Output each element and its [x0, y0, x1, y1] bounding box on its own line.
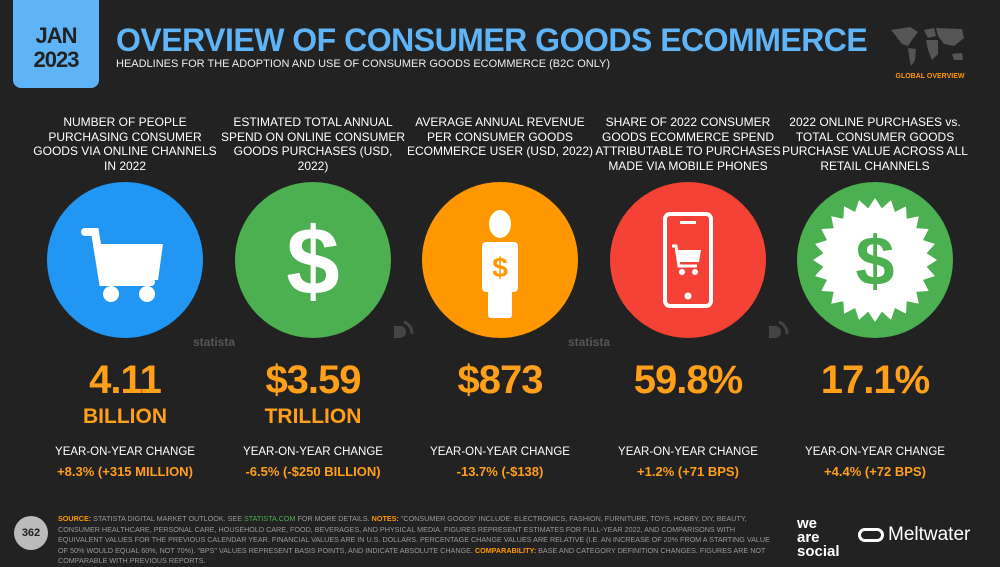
mobile-cart-icon: [663, 212, 713, 308]
date-badge: JAN 2023: [13, 0, 99, 88]
svg-text:$: $: [492, 252, 508, 283]
yoy-change: -13.7% (-$138): [456, 464, 544, 479]
dollar-icon: $: [286, 208, 339, 315]
datareportal-icon: [769, 320, 789, 338]
yoy-change: +8.3% (+315 MILLION): [57, 464, 193, 479]
yoy-change: +4.4% (+72 BPS): [824, 464, 926, 479]
date-year: 2023: [33, 47, 80, 72]
page-title: OVERVIEW OF CONSUMER GOODS ECOMMERCE: [116, 22, 868, 58]
stat-unit: BILLION: [83, 405, 167, 428]
we-are-social-logo: we are social: [797, 515, 840, 560]
yoy-label: YEAR-ON-YEAR CHANGE: [618, 446, 758, 458]
meltwater-icon: [858, 527, 884, 542]
source-tail: FOR MORE DETAILS.: [297, 514, 370, 523]
person-dollar-icon: $: [482, 210, 518, 318]
stat-label: NUMBER OF PEOPLE PURCHASING CONSUMER GOO…: [33, 115, 217, 173]
svg-text:$: $: [286, 208, 339, 315]
yoy-label: YEAR-ON-YEAR CHANGE: [430, 446, 570, 458]
page-subtitle: HEADLINES FOR THE ADOPTION AND USE OF CO…: [116, 58, 611, 70]
stat-value: 4.11: [89, 358, 162, 402]
page-number: 362: [14, 516, 48, 550]
stat-label: 2022 ONLINE PURCHASES vs. TOTAL CONSUMER…: [782, 115, 968, 173]
stat-circle: [610, 182, 766, 338]
yoy-label: YEAR-ON-YEAR CHANGE: [55, 446, 195, 458]
notes-label: NOTES:: [371, 514, 399, 523]
yoy-change: +1.2% (+71 BPS): [637, 464, 739, 479]
stat-label: ESTIMATED TOTAL ANNUAL SPEND ON ONLINE C…: [220, 115, 406, 173]
comparability-text: BASE AND CATEGORY DEFINITION CHANGES. FI…: [58, 545, 766, 566]
stat-circle: $: [797, 182, 953, 338]
stat-circle: [47, 182, 203, 338]
stat-value: 17.1%: [820, 358, 930, 402]
dollar-badge-icon: $: [813, 198, 937, 322]
date-month: JAN: [35, 23, 77, 48]
meltwater-name: Meltwater: [888, 524, 971, 545]
stat-circle: $: [235, 182, 391, 338]
shopping-cart-icon: [81, 228, 163, 302]
stat-label: SHARE OF 2022 CONSUMER GOODS ECOMMERCE S…: [595, 115, 781, 173]
stat-value: 59.8%: [633, 358, 743, 402]
statista-watermark: statista: [568, 335, 611, 349]
stat-unit: TRILLION: [264, 405, 362, 428]
notes-text: "CONSUMER GOODS" INCLUDE: ELECTRONICS, F…: [58, 514, 770, 555]
footer-notes: SOURCE: STATISTA DIGITAL MARKET OUTLOOK.…: [58, 514, 778, 567]
world-map-icon: [891, 27, 964, 66]
statista-watermark: statista: [193, 335, 236, 349]
datareportal-icon: [394, 320, 414, 338]
yoy-label: YEAR-ON-YEAR CHANGE: [243, 446, 383, 458]
region-label: GLOBAL OVERVIEW: [895, 73, 965, 80]
source-text: STATISTA DIGITAL MARKET OUTLOOK. SEE: [93, 514, 242, 523]
source-label: SOURCE:: [58, 514, 92, 523]
meltwater-logo: Meltwater: [858, 524, 970, 546]
svg-text:$: $: [856, 222, 895, 300]
stat-circle: $: [422, 182, 578, 338]
yoy-label: YEAR-ON-YEAR CHANGE: [805, 446, 945, 458]
yoy-change: -6.5% (-$250 BILLION): [245, 464, 381, 479]
stat-value: $873: [457, 358, 544, 402]
comparability-label: COMPARABILITY:: [474, 545, 537, 555]
statista-link[interactable]: STATISTA.COM: [244, 514, 296, 523]
stat-value: $3.59: [265, 358, 361, 402]
stat-label: AVERAGE ANNUAL REVENUE PER CONSUMER GOOD…: [406, 115, 594, 158]
